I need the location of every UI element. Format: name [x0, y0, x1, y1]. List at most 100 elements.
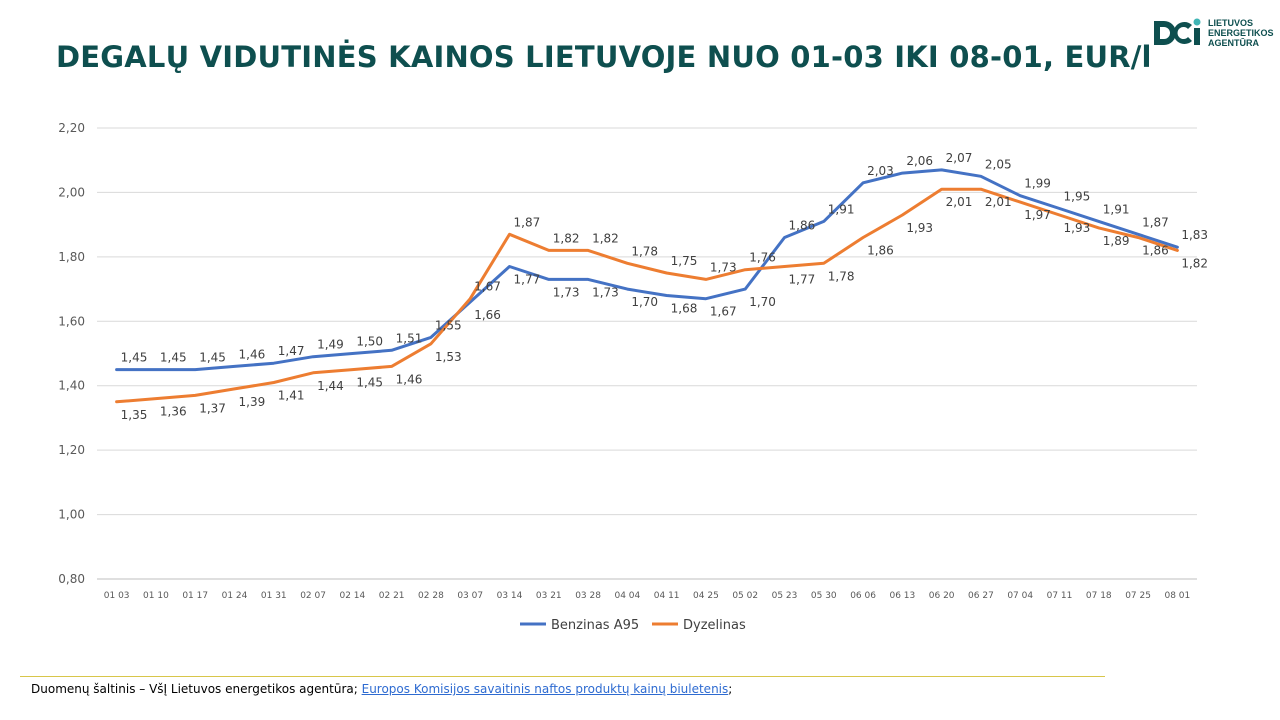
- data-label: 1,75: [671, 254, 698, 268]
- data-label: 1,55: [435, 318, 462, 332]
- logo-text: LIETUVOS ENERGETIKOS AGENTŪRA: [1208, 18, 1274, 48]
- data-label: 2,06: [906, 154, 933, 168]
- y-tick-label: 2,20: [58, 121, 85, 135]
- data-label: 1,67: [710, 305, 737, 319]
- data-label: 1,91: [828, 202, 855, 216]
- x-tick-label: 01 31: [261, 591, 287, 601]
- x-tick-label: 07 04: [1007, 591, 1033, 601]
- data-label: 1,86: [1142, 244, 1169, 258]
- x-tick-label: 06 13: [889, 591, 915, 601]
- data-label: 1,87: [514, 215, 541, 229]
- x-tick-label: 05 23: [772, 591, 798, 601]
- logo-line-3: AGENTŪRA: [1208, 38, 1259, 48]
- data-label: 2,07: [946, 151, 973, 165]
- data-label: 1,49: [317, 338, 344, 352]
- source-note: Duomenų šaltinis – VšĮ Lietuvos energeti…: [31, 682, 732, 696]
- x-tick-label: 03 28: [575, 591, 601, 601]
- data-label: 1,99: [1024, 177, 1051, 191]
- data-label: 1,77: [514, 273, 541, 287]
- data-label: 1,77: [789, 273, 816, 287]
- data-label: 1,73: [710, 260, 737, 274]
- x-tick-label: 05 02: [732, 591, 758, 601]
- y-tick-label: 1,80: [58, 250, 85, 264]
- x-tick-label: 01 17: [182, 591, 208, 601]
- data-label: 1,45: [356, 376, 383, 390]
- data-label: 1,46: [239, 347, 266, 361]
- data-label: 1,82: [1181, 256, 1208, 270]
- x-tick-label: 07 18: [1086, 591, 1112, 601]
- data-label: 1,83: [1181, 228, 1208, 242]
- data-label: 1,53: [435, 350, 462, 364]
- data-label: 1,76: [749, 251, 776, 265]
- y-tick-label: 1,60: [58, 314, 85, 328]
- data-label: 1,37: [199, 401, 226, 415]
- page-title: DEGALŲ VIDUTINĖS KAINOS LIETUVOJE NUO 01…: [56, 40, 1152, 74]
- y-tick-label: 2,00: [58, 185, 85, 199]
- data-label: 1,46: [396, 372, 423, 386]
- data-label: 1,51: [396, 331, 423, 345]
- x-tick-label: 02 28: [418, 591, 444, 601]
- data-label: 1,70: [749, 295, 776, 309]
- data-label: 1,45: [199, 351, 226, 365]
- series-line-1: [115, 187, 1179, 404]
- x-tick-label: 01 03: [104, 591, 130, 601]
- source-link[interactable]: Europos Komisijos savaitinis naftos prod…: [361, 682, 729, 696]
- data-label: 1,93: [906, 221, 933, 235]
- agency-logo-icon: [1154, 18, 1201, 45]
- data-label: 2,05: [985, 157, 1012, 171]
- x-tick-label: 06 27: [968, 591, 994, 601]
- y-tick-label: 0,80: [58, 572, 85, 586]
- data-label: 1,47: [278, 344, 305, 358]
- data-label: 1,44: [317, 379, 344, 393]
- data-label: 1,68: [671, 302, 698, 316]
- x-tick-label: 06 06: [850, 591, 876, 601]
- data-label: 1,73: [592, 285, 619, 299]
- data-label: 1,89: [1103, 234, 1130, 248]
- data-label: 1,66: [474, 308, 501, 322]
- source-divider: [20, 676, 1105, 677]
- data-label: 1,70: [631, 295, 658, 309]
- x-tick-label: 03 07: [457, 591, 483, 601]
- x-tick-label: 01 10: [143, 591, 169, 601]
- x-tick-label: 04 04: [614, 591, 640, 601]
- y-tick-label: 1,20: [58, 443, 85, 457]
- data-label: 1,35: [121, 408, 148, 422]
- x-tick-label: 03 21: [536, 591, 562, 601]
- x-tick-label: 03 14: [497, 591, 523, 601]
- x-tick-label: 02 14: [339, 591, 365, 601]
- data-label: 1,73: [553, 285, 580, 299]
- x-tick-label: 02 21: [379, 591, 405, 601]
- source-prefix: Duomenų šaltinis – VšĮ Lietuvos energeti…: [31, 682, 362, 696]
- series-line-0: [115, 168, 1179, 372]
- x-tick-label: 05 30: [811, 591, 837, 601]
- data-label: 2,01: [946, 195, 973, 209]
- data-label: 1,91: [1103, 202, 1130, 216]
- data-label: 1,86: [867, 244, 894, 258]
- data-label: 1,78: [631, 244, 658, 258]
- data-label: 1,78: [828, 269, 855, 283]
- x-tick-label: 04 25: [693, 591, 719, 601]
- data-label: 1,41: [278, 388, 305, 402]
- data-label: 1,67: [474, 280, 501, 294]
- data-label: 1,82: [553, 231, 580, 245]
- data-label: 1,45: [121, 351, 148, 365]
- x-tick-label: 02 07: [300, 591, 326, 601]
- x-tick-label: 06 20: [929, 591, 955, 601]
- legend-label: Benzinas A95: [551, 618, 639, 633]
- fuel-price-line-chart: 0,80 1,00 1,20 1,40 1,60 1,80 2,00 2,20 01 03 01 …: [58, 121, 1208, 633]
- legend-label: Dyzelinas: [683, 618, 746, 633]
- data-label: 1,45: [160, 351, 187, 365]
- logo-line-2: ENERGETIKOS: [1208, 28, 1274, 38]
- data-label: 1,50: [356, 335, 383, 349]
- data-label: 1,93: [1064, 221, 1091, 235]
- logo-line-1: LIETUVOS: [1208, 18, 1254, 28]
- source-suffix: ;: [728, 682, 733, 696]
- data-label: 1,86: [789, 219, 816, 233]
- x-tick-label: 01 24: [222, 591, 248, 601]
- data-label: 2,01: [985, 195, 1012, 209]
- data-label: 1,39: [239, 395, 266, 409]
- data-label: 2,03: [867, 164, 894, 178]
- data-label: 1,87: [1142, 215, 1169, 229]
- data-label: 1,36: [160, 405, 187, 419]
- y-tick-label: 1,00: [58, 508, 85, 522]
